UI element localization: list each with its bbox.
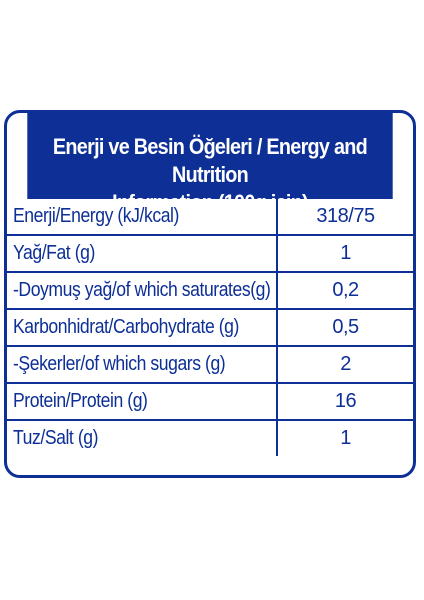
row-value: 1 [340, 242, 351, 264]
nutrition-row-salt: Tuz/Salt (g) 1 [7, 421, 413, 456]
row-value: 16 [334, 390, 357, 412]
row-value: 2 [340, 353, 351, 375]
row-label: Karbonhidrat/Carbohydrate (g) [7, 310, 278, 345]
row-value: 0,2 [332, 279, 359, 301]
row-label: -Doymuş yağ/of which saturates(g) [7, 273, 278, 308]
row-value: 0,5 [332, 316, 359, 338]
row-label: Tuz/Salt (g) [7, 421, 278, 456]
nutrition-row-fat: Yağ/Fat (g) 1 [7, 236, 413, 273]
nutrition-header: Enerji ve Besin Öğeleri / Energy and Nut… [27, 113, 393, 215]
nutrition-table: Enerji/Energy (kJ/kcal) 318/75 Yağ/Fat (… [7, 199, 413, 456]
nutrition-row-energy: Enerji/Energy (kJ/kcal) 318/75 [7, 199, 413, 236]
row-label-text: Yağ/Fat (g) [13, 242, 95, 264]
nutrition-row-protein: Protein/Protein (g) 16 [7, 384, 413, 421]
row-label-text: -Doymuş yağ/of which saturates(g) [13, 279, 271, 301]
nutrition-row-sugars: -Şekerler/of which sugars (g) 2 [7, 347, 413, 384]
row-label-text: Tuz/Salt (g) [13, 427, 99, 449]
nutrition-row-carbohydrate: Karbonhidrat/Carbohydrate (g) 0,5 [7, 310, 413, 347]
header-title-line-1: Enerji ve Besin Öğeleri / Energy and Nut… [52, 134, 368, 187]
row-label: Protein/Protein (g) [7, 384, 278, 419]
row-value: 1 [340, 427, 351, 449]
row-label-text: -Şekerler/of which sugars (g) [13, 353, 226, 375]
nutrition-panel: Enerji ve Besin Öğeleri / Energy and Nut… [4, 110, 416, 478]
row-label-text: Karbonhidrat/Carbohydrate (g) [13, 316, 239, 338]
nutrition-row-saturates: -Doymuş yağ/of which saturates(g) 0,2 [7, 273, 413, 310]
row-label: -Şekerler/of which sugars (g) [7, 347, 278, 382]
row-label: Yağ/Fat (g) [7, 236, 278, 271]
row-label-text: Protein/Protein (g) [13, 390, 148, 412]
header-title-line-2: Information (100g için) [112, 190, 308, 215]
row-label-text: Enerji/Energy (kJ/kcal) [13, 205, 179, 227]
row-value: 318/75 [316, 205, 375, 227]
row-label: Enerji/Energy (kJ/kcal) [7, 199, 278, 234]
